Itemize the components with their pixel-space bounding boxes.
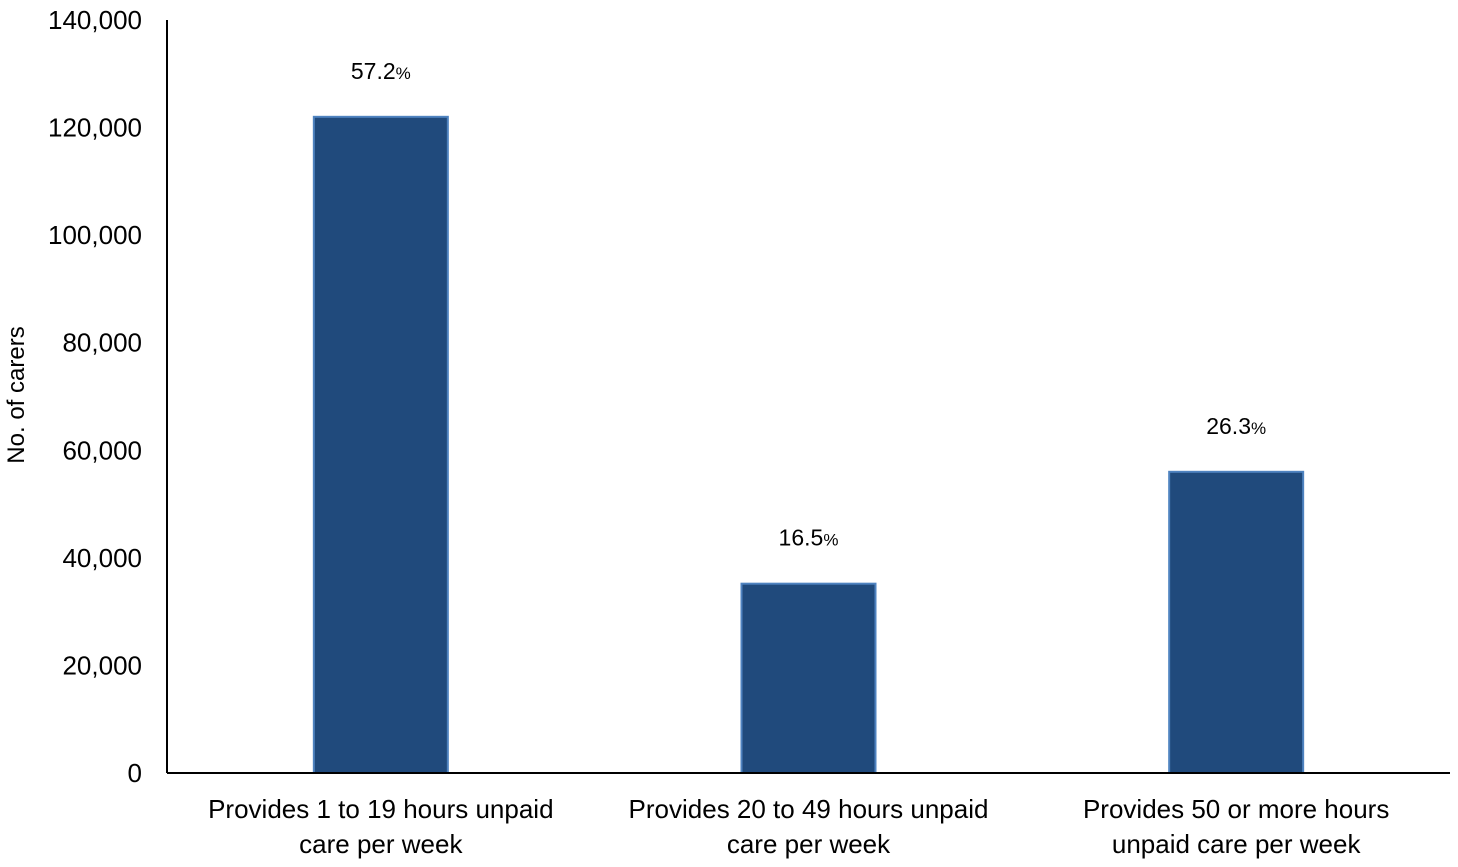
y-tick-label: 120,000 bbox=[48, 113, 142, 143]
y-tick-label: 40,000 bbox=[62, 543, 142, 573]
bar bbox=[312, 115, 449, 775]
y-tick-label: 20,000 bbox=[62, 650, 142, 680]
y-tick-label: 140,000 bbox=[48, 5, 142, 35]
bar bbox=[740, 582, 877, 774]
y-tick-label: 80,000 bbox=[62, 328, 142, 358]
data-label: 16.5% bbox=[779, 525, 839, 551]
x-tick-label: unpaid care per week bbox=[1112, 829, 1362, 859]
x-tick-label: Provides 20 to 49 hours unpaid bbox=[629, 794, 989, 824]
y-tick-label: 60,000 bbox=[62, 435, 142, 465]
y-axis-ticks: 0 20,000 40,000 60,000 80,000 100,000 120,000 1… bbox=[48, 5, 142, 788]
x-tick-label: Provides 1 to 19 hours unpaid bbox=[208, 794, 553, 824]
data-label: 26.3% bbox=[1206, 413, 1266, 439]
x-axis-category-labels: Provides 1 to 19 hours unpaid care per we… bbox=[208, 794, 1389, 859]
bar bbox=[1168, 470, 1305, 774]
x-tick-label: care per week bbox=[727, 829, 891, 859]
y-tick-label: 100,000 bbox=[48, 220, 142, 250]
data-labels: 57.2% 16.5% 26.3% bbox=[351, 58, 1266, 551]
y-axis-label: No. of carers bbox=[3, 326, 30, 463]
data-label: 57.2% bbox=[351, 58, 411, 84]
x-tick-label: Provides 50 or more hours bbox=[1083, 794, 1389, 824]
y-tick-label: 0 bbox=[128, 758, 142, 788]
x-tick-label: care per week bbox=[299, 829, 463, 859]
bars bbox=[312, 115, 1305, 775]
